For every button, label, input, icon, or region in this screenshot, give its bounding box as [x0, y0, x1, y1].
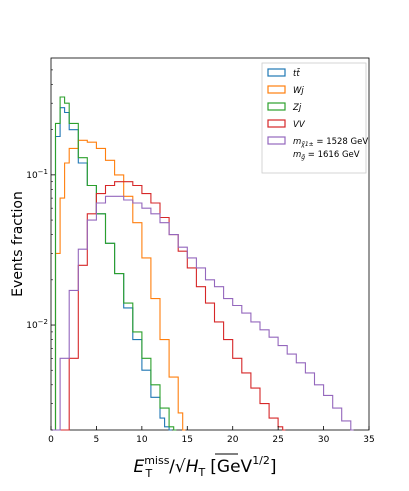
x-label-sup: miss	[144, 454, 170, 467]
plot-frame	[50, 57, 370, 431]
y-axis-label: Events fraction	[10, 191, 26, 297]
legend-label-4-b: mg̃ = 1616 GeV	[293, 150, 360, 161]
x-label-unit: [GeV	[210, 457, 252, 477]
series-line-1	[51, 139, 186, 431]
x-label-sub: T	[144, 467, 152, 480]
legend-items: tt̄ Wj Zj VV mχ̃1± = 1528 GeV mg̃ = 1616 GeV	[267, 67, 368, 161]
x-tick-label: 20	[227, 435, 239, 445]
legend-label-1: Wj	[293, 86, 304, 96]
x-tick-label: 15	[182, 435, 193, 445]
series-line-2	[51, 96, 177, 431]
series-line-4	[51, 195, 354, 431]
x-label-sqrt: √	[175, 457, 186, 477]
x-label-unit-end: ]	[270, 457, 277, 477]
x-tick-label: 35	[363, 435, 374, 445]
y-tick-label: 10−1	[26, 168, 48, 181]
x-tick-label: 30	[318, 435, 330, 445]
legend-swatch-1	[267, 85, 286, 94]
legend-swatch-4	[267, 136, 286, 145]
x-label-root: H	[186, 457, 199, 477]
legend-swatch-3	[267, 119, 286, 128]
ticks-layer: 0 5 10 15 20 25 30 35 10−1 10−2	[26, 69, 375, 445]
legend-box	[261, 62, 367, 174]
x-label-main: E	[133, 457, 144, 477]
x-axis-label: Emiss T/√HT [GeV1/2]	[133, 454, 276, 480]
x-tick-label: 5	[94, 435, 100, 445]
series-layer	[51, 96, 354, 431]
legend-label-0: tt̄	[293, 67, 301, 79]
legend-label-2: Zj	[292, 103, 302, 113]
x-label-unit-sup: 1/2	[252, 454, 270, 467]
legend: tt̄ Wj Zj VV mχ̃1± = 1528 GeV mg̃ = 1616 GeV	[261, 62, 368, 174]
legend-swatch-0	[267, 68, 286, 77]
series-line-3	[51, 181, 286, 431]
legend-swatch-2	[267, 102, 286, 111]
x-tick-label: 0	[48, 435, 54, 445]
y-tick-label: 10−2	[26, 318, 48, 331]
x-label-mid: /	[169, 457, 175, 477]
x-tick-label: 10	[136, 435, 148, 445]
x-tick-label: 25	[272, 435, 283, 445]
x-label-root-sub: T	[198, 466, 206, 479]
legend-label-3: VV	[293, 120, 306, 130]
legend-label-4-a: mχ̃1± = 1528 GeV	[293, 137, 368, 148]
